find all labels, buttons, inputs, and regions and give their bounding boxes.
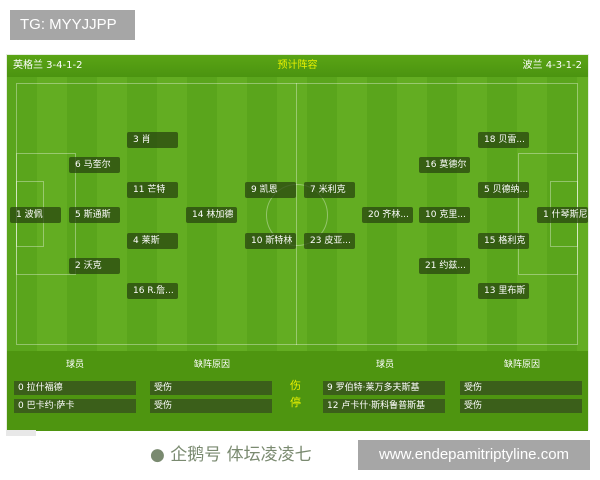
player-marker[interactable]: 2 沃克 (69, 258, 120, 274)
home-team-formation: 英格兰 3-4-1-2 (13, 60, 83, 71)
home-player-header: 球员 (66, 360, 85, 370)
tg-label: TG: MYYJJPP (10, 10, 135, 40)
injured-player: 0 巴卡约·萨卡 (14, 399, 136, 413)
player-marker[interactable]: 9 凯恩 (245, 182, 296, 198)
player-marker[interactable]: 14 林加德 (186, 207, 237, 223)
away-team-formation: 波兰 4-3-1-2 (522, 60, 582, 71)
lineup-title: 预计阵容 (277, 60, 318, 71)
player-marker[interactable]: 10 克里... (419, 207, 470, 223)
player-marker[interactable]: 4 莱斯 (127, 233, 178, 249)
url-label: www.endepamitriptyline.com (358, 440, 590, 470)
player-marker[interactable]: 21 约兹... (419, 258, 470, 274)
center-circle (266, 184, 328, 246)
player-marker[interactable]: 11 芒特 (127, 182, 178, 198)
player-marker[interactable]: 16 R.詹... (127, 283, 178, 299)
player-marker[interactable]: 10 斯特林 (245, 233, 296, 249)
player-marker[interactable]: 7 米利克 (304, 182, 355, 198)
lineup-header: 英格兰 3-4-1-2 预计阵容 波兰 4-3-1-2 (7, 55, 588, 77)
away-reason-header: 缺阵原因 (504, 360, 541, 370)
player-marker[interactable]: 18 贝雷... (478, 132, 529, 148)
player-marker[interactable]: 13 里布斯 (478, 283, 529, 299)
injured-player: 12 卢卡什·斯科鲁普斯基 (323, 399, 445, 413)
player-marker[interactable]: 5 贝德纳... (478, 182, 529, 198)
injury-reason: 受伤 (460, 399, 582, 413)
player-marker[interactable]: 20 齐林... (362, 207, 413, 223)
player-marker[interactable]: 1 波佩 (10, 207, 61, 223)
penguin-icon: ● (150, 445, 165, 465)
player-marker[interactable]: 6 马奎尔 (69, 157, 120, 173)
player-marker[interactable]: 1 什琴斯尼 (537, 207, 588, 223)
player-marker[interactable]: 5 斯通斯 (69, 207, 120, 223)
home-reason-header: 缺阵原因 (194, 360, 231, 370)
player-marker[interactable]: 16 莫德尔 (419, 157, 470, 173)
player-marker[interactable]: 15 格利克 (478, 233, 529, 249)
lineup-panel: 英格兰 3-4-1-2 预计阵容 波兰 4-3-1-2 3 肖 6 马奎尔 11… (6, 54, 589, 431)
watermark-text: 企鹅号 体坛凌凌七 (170, 445, 312, 465)
injury-table: 球员 缺阵原因 球员 缺阵原因 0 拉什福德 受伤 0 巴卡约·萨卡 受伤 伤停… (7, 351, 588, 431)
injury-reason: 受伤 (150, 381, 272, 395)
injury-reason: 受伤 (150, 399, 272, 413)
scroll-tab (6, 430, 36, 436)
away-player-header: 球员 (376, 360, 395, 370)
injury-label: 伤停 (290, 379, 301, 409)
watermark: ● 企鹅号 体坛凌凌七 (150, 443, 312, 467)
player-marker[interactable]: 23 皮亚... (304, 233, 355, 249)
injured-player: 0 拉什福德 (14, 381, 136, 395)
player-marker[interactable]: 3 肖 (127, 132, 178, 148)
injured-player: 9 罗伯特·莱万多夫斯基 (323, 381, 445, 395)
injury-reason: 受伤 (460, 381, 582, 395)
